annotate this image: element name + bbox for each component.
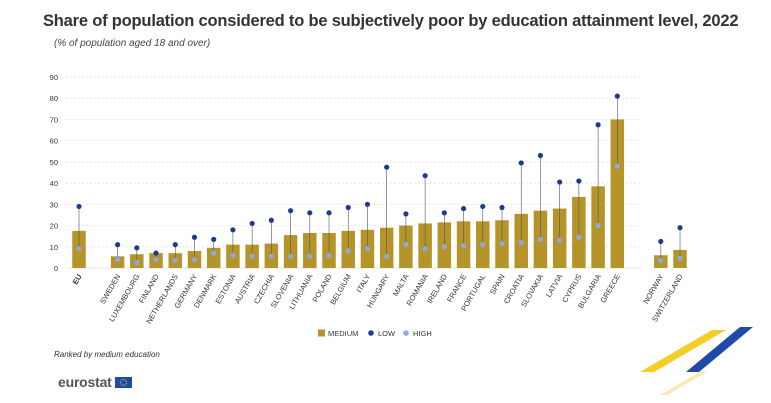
corner-stripe-yellow [640,330,726,372]
dot-low-croatia [518,160,524,166]
dot-high-norway [658,257,664,264]
dot-high-malta [403,242,409,248]
dot-high-slovakia [537,236,544,242]
dot-high-france [460,243,467,249]
dot-high-croatia [518,239,524,246]
dot-high-bulgaria [595,222,601,229]
dot-low-norway [658,238,664,245]
y-tick-label: 10 [50,243,58,252]
bar-medium-greece [610,119,625,268]
dot-high-finland [153,256,159,263]
legend-swatch-medium [318,329,325,337]
dot-high-portugal [480,242,486,248]
y-tick-label: 30 [50,200,58,209]
logo-text: eurostat [58,374,112,390]
dot-low-eu [76,203,82,210]
dot-low-belgium [345,204,351,211]
x-tick-label-spain: SPAIN [488,273,507,297]
dot-low-luxembourg [134,245,140,251]
dot-high-denmark [211,250,217,256]
dot-high-switzerland [677,255,683,262]
y-tick-label: 80 [50,94,58,103]
dot-high-cyprus [576,234,582,240]
dot-high-poland [326,252,332,258]
x-tick-label-malta: MALTA [391,273,411,298]
dot-low-italy [364,201,371,207]
dot-low-finland [153,250,159,256]
dot-high-slovenia [287,253,294,259]
ranking-note: Ranked by medium education [54,350,160,359]
corner-stripe-blue [686,327,753,372]
dot-low-germany [191,234,198,240]
legend-swatch-high [403,330,409,336]
y-tick-label: 60 [50,137,58,146]
dot-high-eu [76,246,82,252]
y-tick-label: 50 [50,158,58,167]
dot-low-hungary [384,164,390,170]
dot-low-slovakia [537,152,544,159]
dot-high-romania [422,246,428,252]
y-tick-label: 0 [54,264,58,273]
dot-high-spain [499,240,505,247]
dot-high-austria [249,253,255,259]
dot-low-netherlands [172,242,178,248]
corner-stripe-pale [660,372,707,395]
dot-low-latvia [557,179,563,185]
dot-low-malta [403,211,409,217]
dot-high-latvia [557,237,563,244]
y-tick-label: 40 [50,179,58,188]
dot-high-luxembourg [134,260,140,266]
x-tick-label-latvia: LATVIA [544,273,564,299]
chart-subtitle: (% of population aged 18 and over) [54,38,211,49]
eurostat-logo: eurostat [58,374,132,390]
x-tick-label-eu: EU [71,273,84,287]
legend-label-medium: MEDIUM [328,329,358,338]
dot-low-greece [614,93,620,99]
y-tick-label: 20 [50,222,58,231]
dot-high-ireland [441,244,447,250]
dot-low-czechia [268,217,274,223]
dot-low-slovenia [287,208,294,214]
dot-high-belgium [345,248,351,254]
dot-high-greece [614,163,620,169]
dot-low-romania [422,173,428,179]
y-tick-label: 70 [50,115,58,124]
y-tick-label: 90 [50,73,58,82]
chart-title: Share of population considered to be sub… [43,12,739,30]
dot-low-cyprus [576,178,582,184]
dot-high-sweden [115,256,121,263]
eu-flag-icon [114,376,132,388]
dot-low-poland [326,210,332,216]
dot-high-germany [191,256,198,263]
legend-label-low: LOW [378,329,396,338]
dot-high-hungary [384,253,390,259]
legend-label-high: HIGH [413,329,432,338]
legend-swatch-low [368,330,374,336]
dot-low-france [460,205,467,212]
dot-high-czechia [268,253,274,259]
x-tick-label-italy: ITALY [355,273,373,295]
dot-low-denmark [211,236,217,242]
dot-low-switzerland [677,225,683,231]
dot-high-italy [364,246,371,252]
dot-low-sweden [115,242,121,248]
dot-low-portugal [480,203,486,210]
dot-low-spain [499,204,505,211]
dot-high-estonia [230,252,236,258]
dot-low-lithuania [307,210,313,216]
dot-low-estonia [230,227,236,233]
dot-high-netherlands [172,257,178,264]
bar-medium-sweden [110,256,125,268]
dot-low-ireland [441,210,447,216]
dot-low-austria [249,220,255,227]
dot-low-bulgaria [595,122,601,128]
dot-high-lithuania [307,253,313,259]
bar-medium-denmark [206,247,221,268]
